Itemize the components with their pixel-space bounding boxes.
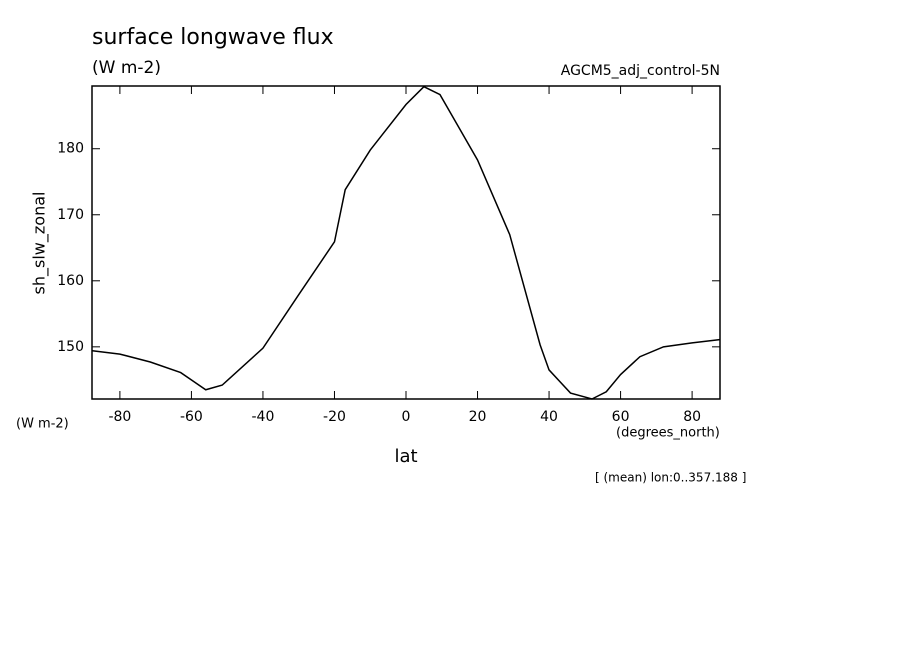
y-unit: (W m-2) xyxy=(16,417,69,432)
y-tick-label: 180 xyxy=(57,141,84,157)
y-tick-label: 150 xyxy=(57,339,84,355)
x-tick-label: 60 xyxy=(612,409,630,425)
x-tick-label: -80 xyxy=(108,409,131,425)
run-label: AGCM5_adj_control-5N xyxy=(561,63,720,79)
x-tick-label: -20 xyxy=(323,409,346,425)
plot-frame xyxy=(91,85,721,400)
chart-title: surface longwave flux xyxy=(92,25,334,50)
x-tick-label: -40 xyxy=(252,409,275,425)
x-tick-label: -60 xyxy=(180,409,203,425)
x-tick-label: 40 xyxy=(540,409,558,425)
x-axis-label: lat xyxy=(394,446,417,467)
x-tick-label: 20 xyxy=(469,409,487,425)
x-tick-label: 80 xyxy=(683,409,701,425)
y-tick-label: 170 xyxy=(57,207,84,223)
note: [ (mean) lon:0..357.188 ] xyxy=(595,471,746,485)
data-line xyxy=(92,85,720,400)
x-tick-label: 0 xyxy=(402,409,411,425)
y-tick-label: 160 xyxy=(57,273,84,289)
chart-subtitle: (W m-2) xyxy=(92,58,161,78)
y-axis-label: sh_slw_zonal xyxy=(30,192,50,295)
x-unit: (degrees_north) xyxy=(616,426,720,441)
